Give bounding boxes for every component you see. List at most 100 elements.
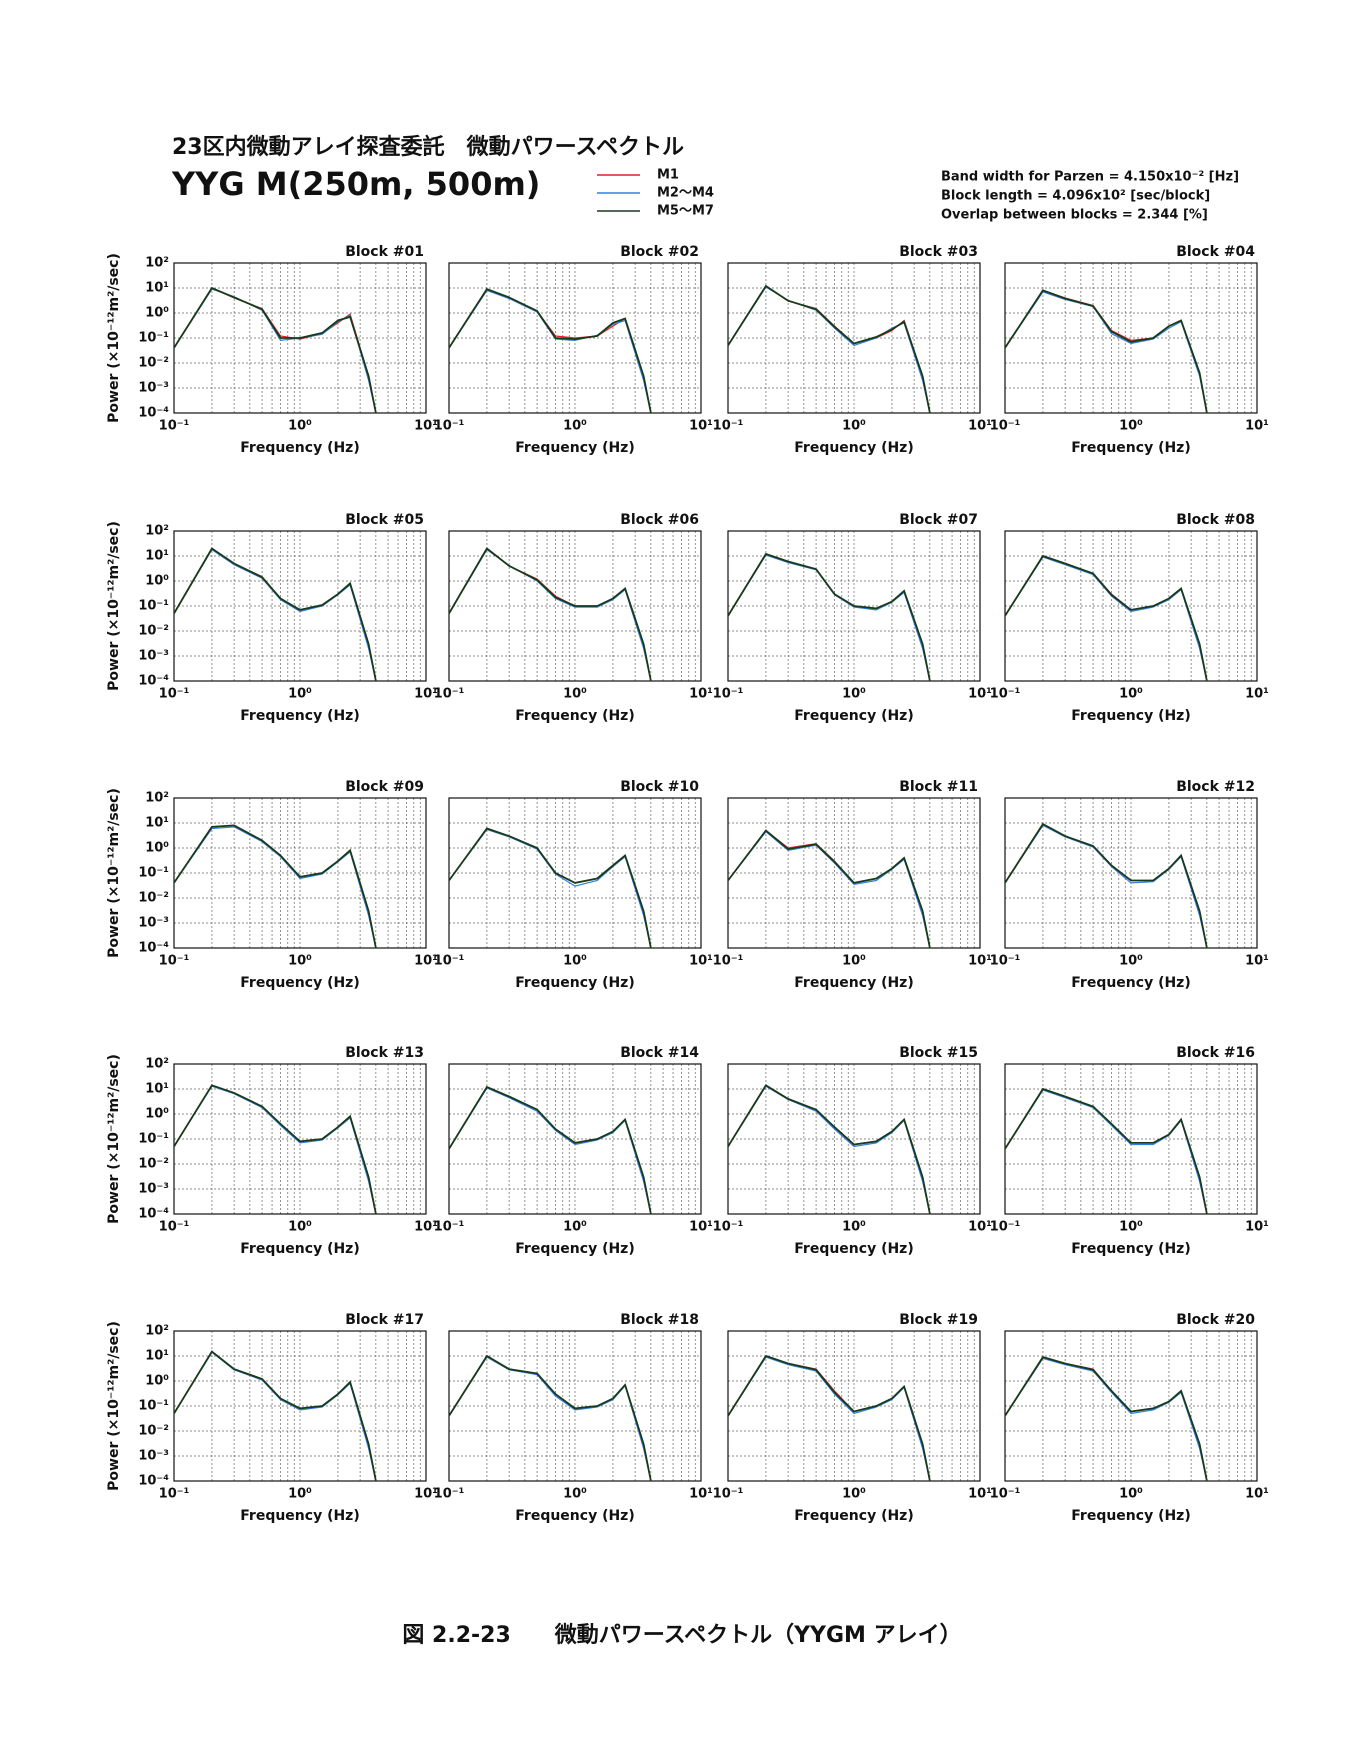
x-tick-label: 10¹ — [968, 954, 992, 969]
x-tick-label: 10⁰ — [563, 1220, 587, 1235]
chart-title: Block #14 — [620, 1045, 699, 1061]
x-tick-label: 10⁰ — [563, 419, 587, 434]
spectrum-line — [173, 1350, 377, 1482]
x-axis-label: Frequency (Hz) — [240, 708, 359, 724]
spectrum-line — [727, 829, 931, 949]
x-tick-label: 10¹ — [1245, 419, 1269, 434]
chart-title: Block #12 — [1176, 779, 1255, 795]
chart-title: Block #09 — [345, 779, 424, 795]
x-tick-label: 10⁰ — [288, 687, 312, 702]
x-tick-label: 10⁻¹ — [159, 954, 190, 969]
spectrum-line — [448, 1087, 652, 1215]
plot-frame — [727, 1063, 981, 1215]
y-tick-label: 10⁻² — [138, 1424, 169, 1439]
y-tick-label: 10⁻³ — [138, 1449, 169, 1464]
x-tick-label: 10⁻¹ — [713, 687, 744, 702]
y-tick-label: 10⁻² — [138, 1157, 169, 1172]
spectrum-line — [1004, 1088, 1208, 1215]
spectrum-line — [727, 552, 931, 682]
x-tick-label: 10⁻¹ — [159, 1487, 190, 1502]
y-tick-label: 10¹ — [145, 281, 169, 296]
plot-frame — [727, 530, 981, 682]
spectrum-line — [1004, 291, 1208, 414]
x-axis-label: Frequency (Hz) — [240, 1241, 359, 1257]
x-tick-label: 10¹ — [1245, 687, 1269, 702]
plot: 10⁻¹ 10⁰ 10¹ 10⁻⁴ 10⁻³ 10⁻² 10⁻¹ 10⁰ 10¹ 10² Block… — [106, 1045, 438, 1257]
spectrum-line — [727, 830, 931, 949]
x-axis-label: Frequency (Hz) — [794, 440, 913, 456]
y-axis-label: Power (×10⁻¹²m²/sec) — [106, 1054, 122, 1224]
plot: 10⁻¹ 10⁰ 10¹ 10⁻⁴ 10⁻³ 10⁻² 10⁻¹ 10⁰ 10¹ 10² Block… — [106, 512, 438, 724]
x-tick-label: 10⁰ — [1119, 419, 1143, 434]
y-tick-label: 10⁻¹ — [138, 1132, 169, 1147]
y-tick-label: 10² — [145, 1324, 169, 1339]
x-tick-label: 10⁰ — [842, 419, 866, 434]
spectrum-line — [173, 287, 377, 414]
x-tick-label: 10⁻¹ — [990, 954, 1021, 969]
spectrum-line — [1004, 823, 1208, 949]
spectrum-line — [173, 1084, 377, 1215]
plot-frame — [173, 1330, 427, 1482]
x-tick-label: 10¹ — [689, 1487, 713, 1502]
chart-title: Block #02 — [620, 244, 699, 260]
x-tick-label: 10⁻¹ — [159, 419, 190, 434]
x-tick-label: 10⁻¹ — [434, 954, 465, 969]
x-tick-label: 10¹ — [968, 1220, 992, 1235]
chart-title: Block #16 — [1176, 1045, 1255, 1061]
spectrum-line — [173, 286, 377, 414]
plot-frame — [1004, 530, 1258, 682]
y-tick-label: 10⁻² — [138, 891, 169, 906]
y-tick-label: 10⁻² — [138, 624, 169, 639]
x-tick-label: 10¹ — [414, 1220, 438, 1235]
plot-frame — [727, 797, 981, 949]
spectrum-line — [173, 1351, 377, 1482]
x-axis-label: Frequency (Hz) — [515, 440, 634, 456]
spectrum-line — [173, 1084, 377, 1215]
chart-title: Block #20 — [1176, 1312, 1255, 1328]
x-tick-label: 10¹ — [968, 419, 992, 434]
x-axis-label: Frequency (Hz) — [240, 440, 359, 456]
y-tick-label: 10⁰ — [145, 1107, 169, 1122]
spectrum-line — [727, 285, 931, 414]
y-tick-label: 10⁰ — [145, 1374, 169, 1389]
y-tick-label: 10⁻³ — [138, 1182, 169, 1197]
spectrum-line — [448, 1354, 652, 1482]
x-tick-label: 10⁻¹ — [434, 419, 465, 434]
plot: 10⁻¹ 10⁰ 10¹ Block #08 Frequency (Hz) — [990, 512, 1269, 724]
y-tick-label: 10⁻² — [138, 356, 169, 371]
plot-frame — [1004, 262, 1258, 414]
y-axis-label: Power (×10⁻¹²m²/sec) — [106, 253, 122, 423]
spectrum-line — [1004, 289, 1208, 414]
plot-frame — [173, 1063, 427, 1215]
x-axis-label: Frequency (Hz) — [1071, 1241, 1190, 1257]
x-tick-label: 10⁰ — [842, 1220, 866, 1235]
spectrum-line — [727, 1355, 931, 1482]
plot: 10⁻¹ 10⁰ 10¹ Block #06 Frequency (Hz) — [434, 512, 713, 724]
y-tick-label: 10⁰ — [145, 574, 169, 589]
y-tick-label: 10⁰ — [145, 306, 169, 321]
chart-title: Block #04 — [1176, 244, 1255, 260]
x-tick-label: 10¹ — [689, 419, 713, 434]
chart-title: Block #08 — [1176, 512, 1255, 528]
chart-title: Block #11 — [899, 779, 978, 795]
spectrum-line — [1004, 289, 1208, 414]
x-tick-label: 10⁻¹ — [990, 1487, 1021, 1502]
x-tick-label: 10¹ — [1245, 1220, 1269, 1235]
x-tick-label: 10⁰ — [288, 954, 312, 969]
plot-frame — [727, 1330, 981, 1482]
legend-label: M1 — [657, 168, 679, 183]
y-tick-label: 10² — [145, 524, 169, 539]
spectrum-line — [448, 827, 652, 949]
spectrum-line — [727, 1084, 931, 1215]
plot: 10⁻¹ 10⁰ 10¹ Block #10 Frequency (Hz) — [434, 779, 713, 991]
spectrum-line — [727, 1084, 931, 1215]
spectrum-line — [448, 1085, 652, 1215]
spectrum-line — [727, 553, 931, 682]
y-tick-label: 10² — [145, 256, 169, 271]
x-axis-label: Frequency (Hz) — [1071, 708, 1190, 724]
spectrum-line — [448, 827, 652, 949]
plot: 10⁻¹ 10⁰ 10¹ 10⁻⁴ 10⁻³ 10⁻² 10⁻¹ 10⁰ 10¹ 10² Block… — [106, 779, 438, 991]
x-tick-label: 10⁰ — [288, 1487, 312, 1502]
spectrum-line — [727, 1356, 931, 1482]
x-axis-label: Frequency (Hz) — [240, 975, 359, 991]
